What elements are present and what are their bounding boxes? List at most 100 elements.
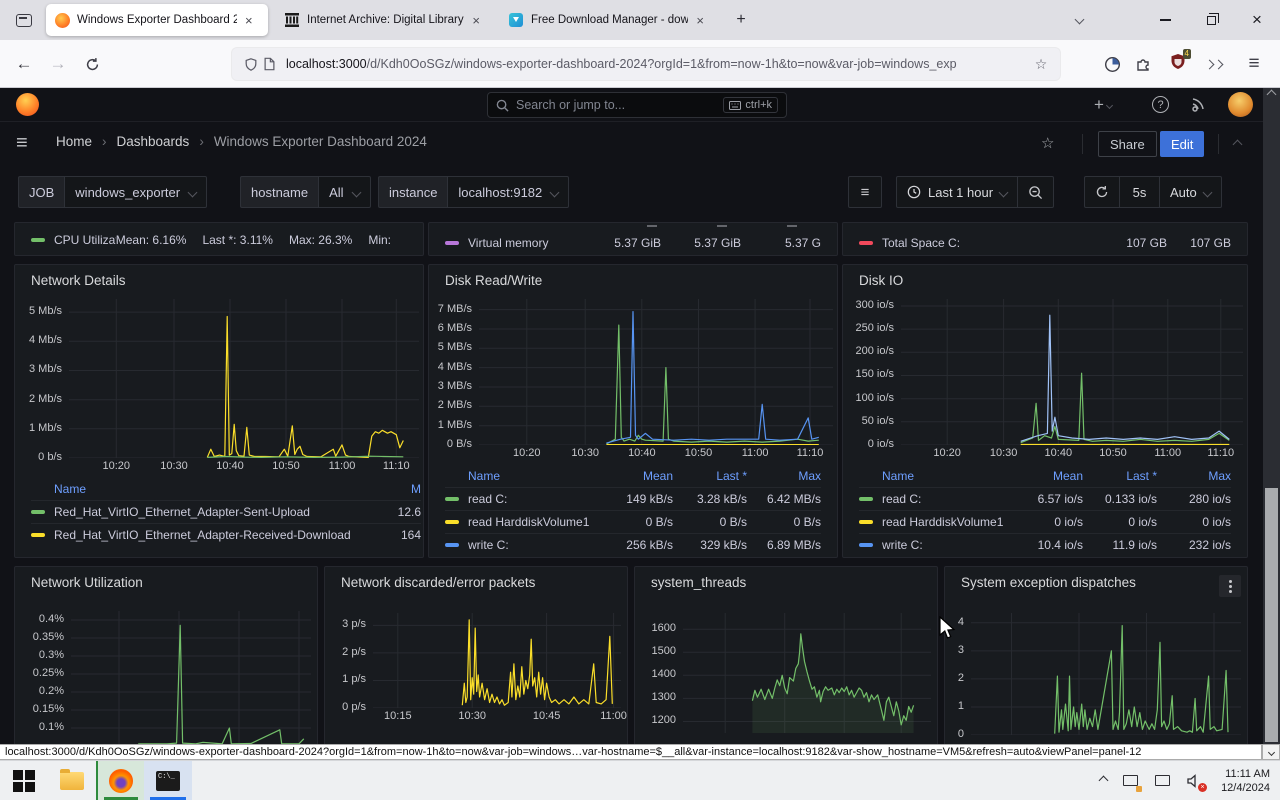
help-icon[interactable]: ? bbox=[1152, 96, 1169, 113]
panel-network-details[interactable]: Network Details 5 Mb/s 4 Mb/s 3 Mb/s 2 Mb/s… bbox=[14, 264, 424, 558]
legend-row[interactable]: read HarddiskVolume1 0 io/s 0 io/s 0 io/s bbox=[859, 510, 1231, 533]
tray-expand-icon[interactable] bbox=[1098, 775, 1109, 786]
tab-close-icon[interactable]: × bbox=[245, 12, 253, 28]
var-hostname-value[interactable]: All bbox=[318, 176, 371, 208]
shield-permissions-icon[interactable] bbox=[242, 55, 260, 73]
column-header[interactable]: Last * bbox=[1126, 469, 1157, 483]
breadcrumb-dashboards[interactable]: Dashboards bbox=[116, 134, 190, 149]
series-name[interactable]: Virtual memory bbox=[468, 236, 549, 250]
panel-discarded-packets[interactable]: Network discarded/error packets 3 p/s 2 p… bbox=[324, 566, 628, 744]
browser-tab-fdm[interactable]: Free Download Manager - dow × bbox=[500, 4, 712, 36]
page-info-icon[interactable] bbox=[260, 55, 278, 73]
legend-row[interactable]: read C: 149 kB/s 3.28 kB/s 6.42 MB/s bbox=[445, 487, 821, 510]
legend-row[interactable]: Red_Hat_VirtIO_Ethernet_Adapter-Sent-Upl… bbox=[31, 500, 421, 523]
series-name[interactable]: read C: bbox=[882, 492, 922, 506]
legend-row[interactable]: write C: 256 kB/s 329 kB/s 6.89 MB/s bbox=[445, 533, 821, 556]
column-header[interactable]: Name bbox=[882, 469, 915, 483]
zoom-out-button[interactable] bbox=[1017, 177, 1053, 207]
panel-menu-icon[interactable] bbox=[1219, 575, 1241, 597]
scrollbar[interactable] bbox=[1263, 88, 1280, 744]
var-instance-value[interactable]: localhost:9182 bbox=[447, 176, 570, 208]
browser-tab-grafana[interactable]: Windows Exporter Dashboard 2 × bbox=[46, 4, 268, 36]
legend-row[interactable]: write C: 10.4 io/s 11.9 io/s 232 io/s bbox=[859, 533, 1231, 556]
legend-row[interactable]: Virtual memory 5.37 GiB 5.37 GiB 5.37 G bbox=[445, 231, 821, 255]
ublock-icon[interactable]: 4 bbox=[1164, 49, 1192, 78]
overflow-menu-icon[interactable] bbox=[1200, 50, 1228, 78]
series-name[interactable]: read C: bbox=[468, 492, 508, 506]
scroll-up-icon[interactable] bbox=[1266, 89, 1277, 100]
legend-row[interactable]: CPU UtilizationMean: 6.16% Last *: 3.11% M… bbox=[31, 228, 407, 252]
series-name[interactable]: Red_Hat_VirtIO_Ethernet_Adapter-Sent-Upl… bbox=[54, 505, 310, 519]
panel-list-button[interactable]: ≡ bbox=[848, 176, 882, 208]
tray-app-icon[interactable] bbox=[1121, 772, 1143, 792]
refresh-mode-button[interactable]: Auto bbox=[1159, 177, 1221, 207]
taskbar-clock[interactable]: 11:11 AM 12/4/2024 bbox=[1221, 767, 1270, 794]
series-name[interactable]: read HarddiskVolume1 bbox=[468, 515, 590, 529]
var-instance[interactable]: instance localhost:9182 bbox=[378, 176, 570, 208]
search-input[interactable]: Search or jump to... ctrl+k bbox=[487, 92, 787, 118]
column-header[interactable]: Mean bbox=[1052, 469, 1083, 483]
window-close-button[interactable]: × bbox=[1234, 0, 1280, 40]
back-button[interactable]: ← bbox=[15, 54, 33, 73]
series-name[interactable]: write C: bbox=[468, 538, 509, 552]
firefox-view-button[interactable] bbox=[8, 6, 40, 34]
url-bar[interactable]: localhost:3000/d/Kdh0OoSGz/windows-expor… bbox=[232, 48, 1060, 80]
window-minimize-button[interactable] bbox=[1142, 0, 1188, 40]
bookmark-star-icon[interactable]: ☆ bbox=[1034, 55, 1048, 72]
column-header[interactable]: Mean bbox=[642, 469, 673, 483]
volume-muted-icon[interactable]: × bbox=[1185, 772, 1208, 792]
extensions-icon[interactable] bbox=[1130, 50, 1158, 78]
legend-row[interactable]: Total Space C: 107 GB 107 GB bbox=[859, 231, 1231, 255]
column-header[interactable]: Max bbox=[798, 469, 821, 483]
panel-disk-read-write[interactable]: Disk Read/Write 7 MB/s 6 MB/s 5 MB/s 4 MB/s… bbox=[428, 264, 838, 558]
var-job-value[interactable]: windows_exporter bbox=[64, 176, 208, 208]
profile-icon[interactable] bbox=[1098, 50, 1126, 78]
window-restore-button[interactable] bbox=[1188, 0, 1234, 40]
browser-tab-archive[interactable]: Internet Archive: Digital Library × bbox=[276, 4, 488, 36]
series-name[interactable]: write C: bbox=[882, 538, 923, 552]
series-name[interactable]: CPU Utilization bbox=[54, 233, 116, 247]
series-name[interactable]: Red_Hat_VirtIO_Ethernet_Adapter-Received… bbox=[54, 528, 351, 542]
legend-row[interactable]: Red_Hat_VirtIO_Ethernet_Adapter-Received… bbox=[31, 523, 421, 546]
legend-row[interactable]: read HarddiskVolume1 0 B/s 0 B/s 0 B/s bbox=[445, 510, 821, 533]
file-explorer-button[interactable] bbox=[48, 761, 96, 800]
reload-button[interactable] bbox=[78, 50, 106, 78]
panel-system-threads[interactable]: system_threads 1600 1500 1400 1300 1200 bbox=[634, 566, 938, 744]
mega-menu-icon[interactable]: ≡ bbox=[16, 132, 28, 154]
share-button[interactable]: Share bbox=[1098, 131, 1157, 157]
edit-button[interactable]: Edit bbox=[1160, 131, 1205, 157]
tab-close-icon[interactable]: × bbox=[696, 12, 704, 28]
terminal-taskbar-button[interactable]: C:\_ bbox=[144, 761, 192, 800]
series-name[interactable]: read HarddiskVolume1 bbox=[882, 515, 1004, 529]
column-header[interactable]: Name bbox=[54, 482, 87, 496]
scroll-down-button[interactable] bbox=[1262, 744, 1280, 760]
grafana-logo[interactable] bbox=[16, 93, 39, 116]
column-header[interactable]: M bbox=[411, 482, 421, 496]
series-name[interactable]: Total Space C: bbox=[882, 236, 961, 250]
add-button[interactable]: + bbox=[1094, 95, 1113, 115]
user-avatar[interactable] bbox=[1228, 92, 1253, 117]
collapse-controls-icon[interactable] bbox=[1232, 139, 1243, 150]
list-all-tabs-icon[interactable] bbox=[1074, 14, 1085, 25]
var-hostname[interactable]: hostname All bbox=[240, 176, 371, 208]
time-range-button[interactable]: Last 1 hour bbox=[897, 177, 1017, 207]
start-button[interactable] bbox=[0, 761, 48, 800]
breadcrumb-home[interactable]: Home bbox=[56, 134, 93, 149]
panel-disk-io[interactable]: Disk IO 300 io/s 250 io/s 200 io/s 150 io/s… bbox=[842, 264, 1248, 558]
column-header[interactable]: Max bbox=[1208, 469, 1231, 483]
news-icon[interactable] bbox=[1190, 96, 1206, 112]
favorite-star-icon[interactable]: ☆ bbox=[1041, 135, 1055, 152]
column-header[interactable]: Name bbox=[468, 469, 501, 483]
app-menu-icon[interactable]: ≡ bbox=[1248, 53, 1260, 74]
panel-exception-dispatches[interactable]: System exception dispatches 4 3 2 1 0 bbox=[944, 566, 1248, 744]
network-icon[interactable] bbox=[1153, 772, 1171, 790]
column-header[interactable]: Last * bbox=[716, 469, 747, 483]
var-job[interactable]: JOB windows_exporter bbox=[18, 176, 208, 208]
scrollbar-thumb[interactable] bbox=[1265, 488, 1278, 742]
new-tab-button[interactable]: + bbox=[736, 11, 746, 28]
forward-button[interactable]: → bbox=[49, 54, 67, 73]
firefox-taskbar-button[interactable] bbox=[96, 761, 144, 800]
panel-network-utilization[interactable]: Network Utilization 0.4% 0.35% 0.3% 0.25% 0.… bbox=[14, 566, 318, 744]
legend-row[interactable]: read C: 6.57 io/s 0.133 io/s 280 io/s bbox=[859, 487, 1231, 510]
refresh-button[interactable] bbox=[1085, 177, 1119, 207]
